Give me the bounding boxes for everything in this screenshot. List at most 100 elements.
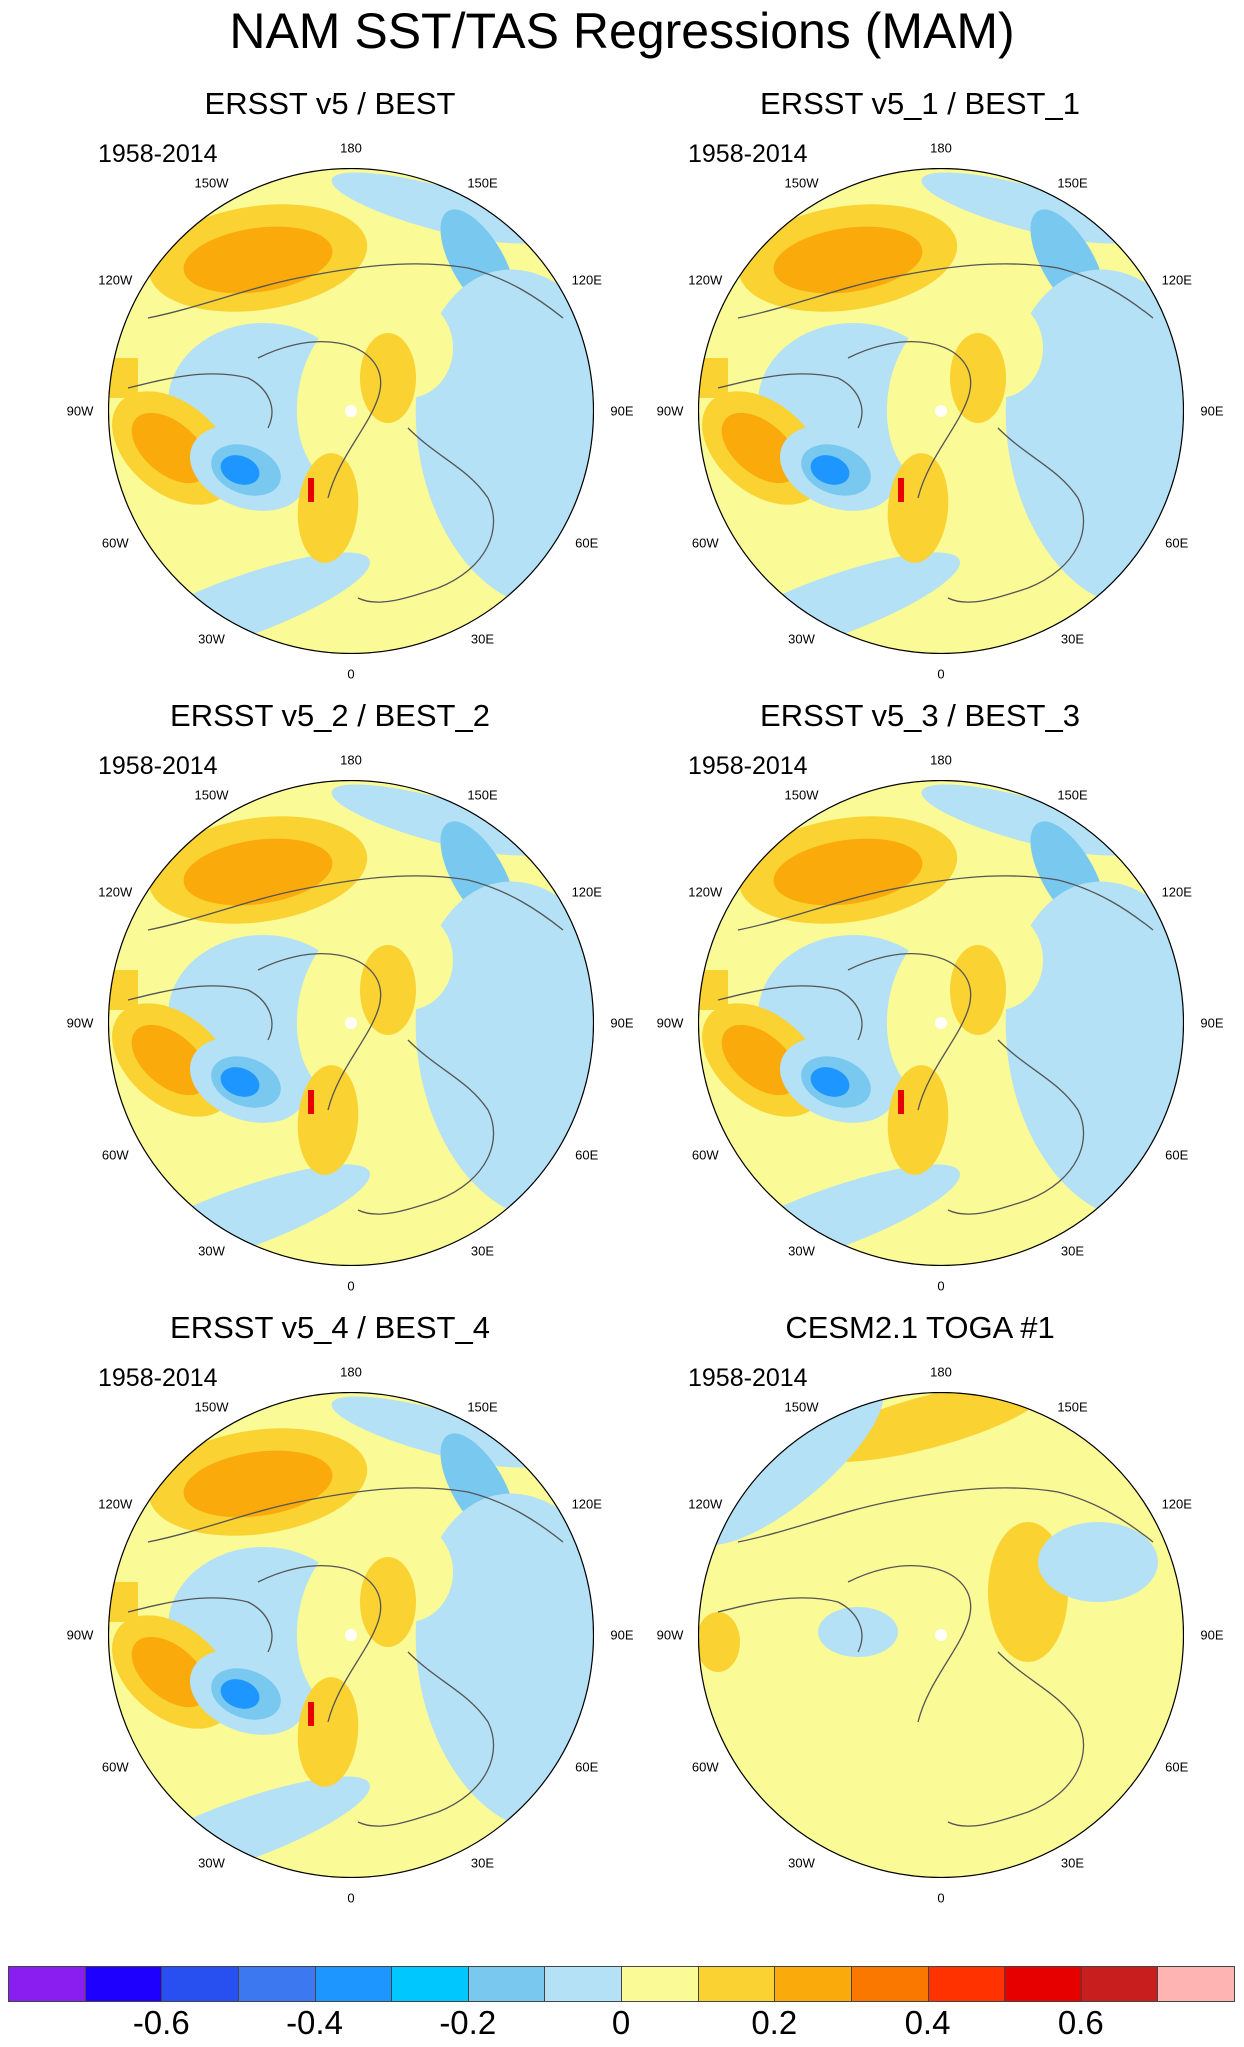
longitude-label: 120E xyxy=(571,884,602,899)
colorbar-box xyxy=(927,1966,1006,2002)
north-pole-marker xyxy=(935,1017,947,1029)
map-panel: ERSST v5_1 / BEST_1 1958-2014 180 150E 120E 9… xyxy=(620,80,1224,690)
longitude-label: 60E xyxy=(575,1759,599,1774)
longitude-label: 60W xyxy=(101,535,129,550)
longitude-label: 60E xyxy=(1165,1759,1189,1774)
pacific-warm-core xyxy=(183,1450,333,1518)
colorbar-box xyxy=(774,1966,852,2002)
longitude-label: 30E xyxy=(470,631,495,647)
arctic-cool-patch xyxy=(818,1607,898,1657)
panel-title: ERSST v5_2 / BEST_2 xyxy=(170,698,490,733)
longitude-label: 90W xyxy=(66,403,94,419)
longitude-label: 30W xyxy=(788,1855,815,1871)
map-frame xyxy=(698,168,1184,654)
longitude-label: 0 xyxy=(347,1278,355,1294)
labrador-cool-core xyxy=(220,455,260,485)
coastline xyxy=(257,1565,382,1723)
colorbar-label: 0.4 xyxy=(904,2004,951,2041)
map-frame xyxy=(698,780,1184,1266)
coastline xyxy=(127,373,273,429)
longitude-label: 90E xyxy=(610,1627,634,1643)
longitude-label: 180 xyxy=(930,140,952,156)
pacific-warm-core xyxy=(183,838,333,906)
polar-map xyxy=(698,1392,1184,1878)
longitude-label: 30W xyxy=(198,1243,225,1259)
longitude-label: 150E xyxy=(467,787,498,803)
panel-period: 1958-2014 xyxy=(98,752,218,780)
longitude-label: 0 xyxy=(347,1890,355,1906)
panel-period: 1958-2014 xyxy=(688,752,808,780)
longitude-label: 90W xyxy=(66,1015,94,1031)
longitude-label: 90E xyxy=(1200,1627,1224,1643)
pacific-cool-band xyxy=(331,172,545,244)
longitude-label: 120W xyxy=(98,1496,133,1511)
map-panel: ERSST v5_4 / BEST_4 1958-2014 180 150E 120E 9… xyxy=(30,1304,634,1914)
atlantic-warm-core xyxy=(131,1636,209,1708)
longitude-label: 120E xyxy=(1161,884,1192,899)
siberia-warm-core xyxy=(360,945,416,1035)
longitude-label: 150W xyxy=(194,787,229,803)
europe-hotspot xyxy=(308,1702,314,1726)
longitude-label: 120E xyxy=(1161,272,1192,287)
panel-title: CESM2.1 TOGA #1 xyxy=(785,1310,1055,1345)
coastline xyxy=(847,1565,972,1723)
europe-hotspot xyxy=(898,478,904,502)
atlantic-warm-core xyxy=(131,1024,209,1096)
longitude-label: 150W xyxy=(194,1399,229,1415)
longitude-label: 90W xyxy=(656,1627,684,1643)
longitude-label: 30E xyxy=(470,1855,495,1871)
coastline xyxy=(717,1597,863,1653)
map-frame xyxy=(108,1392,594,1878)
atlantic-warm-core xyxy=(721,1024,799,1096)
europe-hotspot xyxy=(898,1090,904,1114)
pacific-warm-core xyxy=(773,838,923,906)
longitude-label: 0 xyxy=(937,666,945,682)
longitude-label: 180 xyxy=(340,752,362,768)
colorbar-box xyxy=(84,1966,163,2002)
north-pole-marker xyxy=(935,1629,947,1641)
longitude-label: 150E xyxy=(467,1399,498,1415)
longitude-label: 30E xyxy=(470,1243,495,1259)
colorbar-box xyxy=(697,1966,776,2002)
map-panel: ERSST v5 / BEST 1958-2014 180 150E 120E 90E 60… xyxy=(30,80,634,690)
europe-hotspot xyxy=(308,1090,314,1114)
longitude-label: 150W xyxy=(194,175,229,191)
colorbar-box xyxy=(1004,1966,1082,2002)
longitude-label: 30W xyxy=(198,1855,225,1871)
colorbar-label: 0 xyxy=(611,2004,631,2041)
longitude-label: 90W xyxy=(656,1015,684,1031)
longitude-label: 180 xyxy=(340,140,362,156)
pacific-cool-band xyxy=(921,784,1135,856)
longitude-label: 150W xyxy=(784,175,819,191)
siberia-warm-core xyxy=(360,333,416,423)
coastline xyxy=(147,1487,564,1543)
longitude-label: 90E xyxy=(1200,1015,1224,1031)
labrador-cool-core xyxy=(220,1067,260,1097)
colorbar-box xyxy=(544,1966,622,2002)
map-frame xyxy=(698,1392,1184,1878)
page-title: NAM SST/TAS Regressions (MAM) xyxy=(229,3,1015,59)
pacific-cool-band xyxy=(331,784,545,856)
coastline xyxy=(127,985,273,1041)
coastline xyxy=(717,985,863,1041)
north-pole-marker xyxy=(935,405,947,417)
map-frame xyxy=(108,780,594,1266)
coastline xyxy=(357,1651,495,1827)
coastline xyxy=(147,875,564,931)
atlantic-warm-core xyxy=(131,412,209,484)
coastline xyxy=(947,1039,1085,1215)
longitude-label: 120E xyxy=(571,1496,602,1511)
longitude-label: 180 xyxy=(340,1364,362,1380)
longitude-label: 60W xyxy=(101,1147,129,1162)
longitude-label: 60W xyxy=(691,1759,719,1774)
colorbar-label: -0.6 xyxy=(132,2004,190,2041)
panel-period: 1958-2014 xyxy=(688,140,808,168)
coastline xyxy=(737,1487,1154,1543)
longitude-label: 60W xyxy=(101,1759,129,1774)
eurasia-cool-patch xyxy=(1038,1522,1158,1602)
polar-map xyxy=(698,780,1184,1266)
coastline xyxy=(357,427,495,603)
colorbar-label: 0.6 xyxy=(1057,2004,1104,2041)
siberia-warm-core xyxy=(950,945,1006,1035)
polar-map xyxy=(108,780,594,1266)
